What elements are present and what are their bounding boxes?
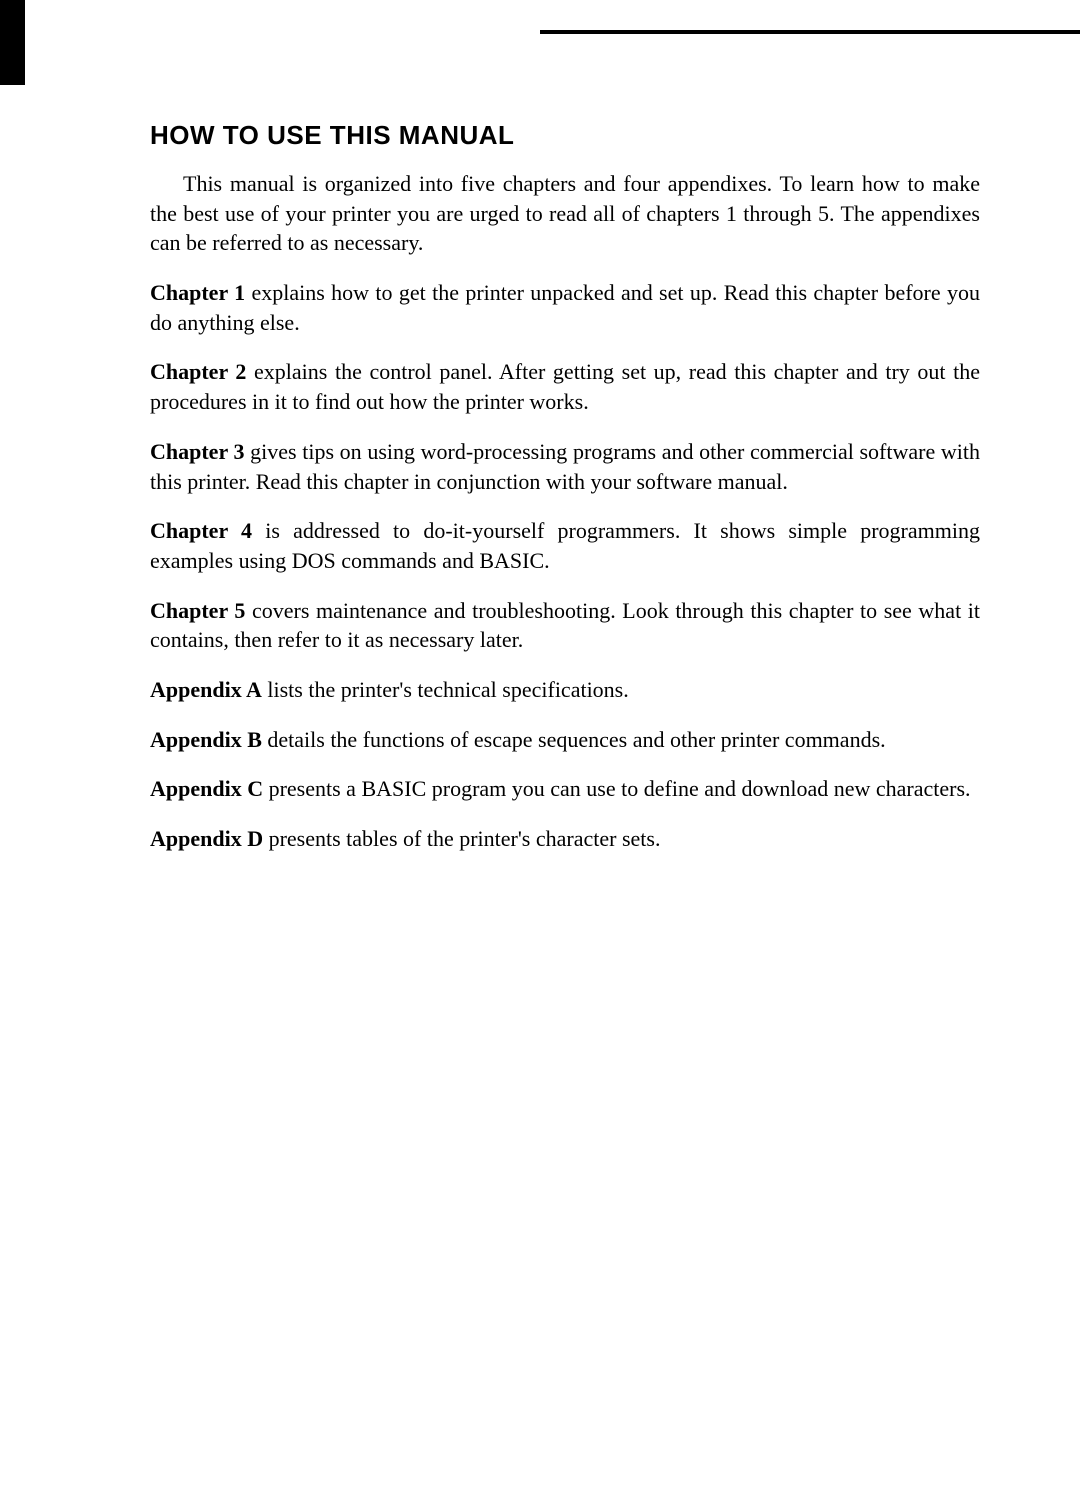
- top-rule: [540, 30, 1080, 34]
- section-label: Appendix D: [150, 826, 263, 851]
- section-text: covers maintenance and troubleshooting. …: [150, 598, 980, 653]
- section-text: details the functions of escape sequence…: [262, 727, 886, 752]
- section-text: presents a BASIC program you can use to …: [263, 776, 970, 801]
- black-tab: [0, 0, 25, 85]
- section-text: gives tips on using word-processing prog…: [150, 439, 980, 494]
- section-appendix-b: Appendix B details the functions of esca…: [150, 725, 980, 755]
- section-label: Chapter 4: [150, 518, 252, 543]
- section-chapter-5: Chapter 5 covers maintenance and trouble…: [150, 596, 980, 655]
- section-chapter-4: Chapter 4 is addressed to do-it-yourself…: [150, 516, 980, 575]
- section-text: explains the control panel. After gettin…: [150, 359, 980, 414]
- section-chapter-3: Chapter 3 gives tips on using word-proce…: [150, 437, 980, 496]
- section-label: Appendix A: [150, 677, 262, 702]
- section-label: Chapter 1: [150, 280, 245, 305]
- section-text: presents tables of the printer's charact…: [263, 826, 660, 851]
- section-text: explains how to get the printer unpacked…: [150, 280, 980, 335]
- section-label: Chapter 5: [150, 598, 245, 623]
- section-label: Appendix C: [150, 776, 263, 801]
- section-chapter-2: Chapter 2 explains the control panel. Af…: [150, 357, 980, 416]
- section-text: is addressed to do-it-yourself programme…: [150, 518, 980, 573]
- section-label: Chapter 2: [150, 359, 246, 384]
- section-appendix-c: Appendix C presents a BASIC program you …: [150, 774, 980, 804]
- section-appendix-d: Appendix D presents tables of the printe…: [150, 824, 980, 854]
- section-chapter-1: Chapter 1 explains how to get the printe…: [150, 278, 980, 337]
- section-label: Chapter 3: [150, 439, 244, 464]
- page-title: HOW TO USE THIS MANUAL: [150, 120, 980, 151]
- section-label: Appendix B: [150, 727, 262, 752]
- intro-paragraph: This manual is organized into five chapt…: [150, 169, 980, 258]
- section-text: lists the printer's technical specificat…: [262, 677, 629, 702]
- section-appendix-a: Appendix A lists the printer's technical…: [150, 675, 980, 705]
